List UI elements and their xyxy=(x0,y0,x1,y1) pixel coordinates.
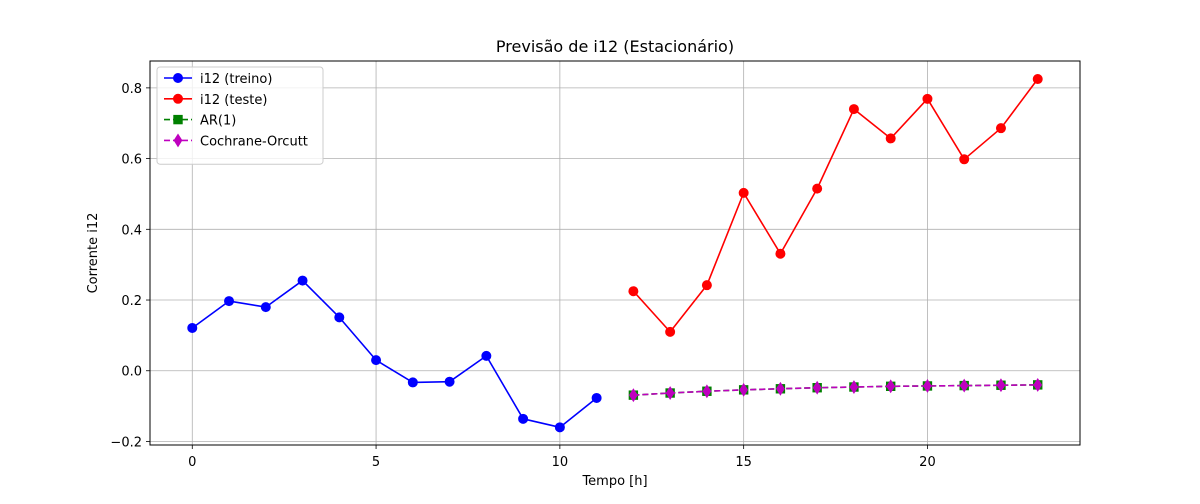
series-3 xyxy=(628,377,1043,403)
x-tick-label: 5 xyxy=(372,455,380,470)
data-point xyxy=(738,187,749,198)
series-line xyxy=(633,384,1038,396)
data-point xyxy=(297,275,308,286)
x-tick-label: 0 xyxy=(188,455,196,470)
legend-item: AR(1) xyxy=(164,114,236,129)
data-point xyxy=(444,376,455,387)
y-tick-label: 0.0 xyxy=(121,365,142,380)
data-point xyxy=(407,377,418,388)
legend-label: AR(1) xyxy=(200,114,236,129)
y-tick-label: 0.2 xyxy=(121,294,142,309)
data-point xyxy=(886,379,896,394)
data-point xyxy=(849,380,859,394)
data-point xyxy=(665,326,676,337)
data-point xyxy=(628,388,638,403)
data-point xyxy=(187,322,198,333)
data-point xyxy=(959,378,969,393)
plot-frame xyxy=(149,60,1081,446)
axis-ticks: 0 5 10 15 20 −0.2 0.0 0.2 0.4 0.6 0.8 xyxy=(110,82,935,470)
legend-swatch-marker xyxy=(173,73,183,83)
series-1 xyxy=(628,74,1043,337)
data-point xyxy=(1033,377,1043,392)
legend-item: i12 (teste) xyxy=(164,93,267,108)
legend: i12 (treino) i12 (teste) AR(1) Cochrane-Orc… xyxy=(156,66,324,165)
data-point xyxy=(1032,74,1043,85)
data-point xyxy=(665,386,675,400)
data-point xyxy=(481,350,492,361)
data-point xyxy=(591,392,602,403)
data-point xyxy=(334,312,345,323)
series-0 xyxy=(187,275,602,433)
series-line xyxy=(632,78,1039,333)
legend-label: i12 (teste) xyxy=(200,93,267,108)
legend-swatch-marker xyxy=(173,93,183,104)
y-tick-label: −0.2 xyxy=(110,435,142,450)
data-point xyxy=(812,183,823,194)
data-point xyxy=(518,413,529,424)
data-point xyxy=(922,93,933,104)
x-tick-label: 15 xyxy=(735,455,752,470)
data-point xyxy=(885,133,896,144)
y-tick-label: 0.8 xyxy=(121,82,142,97)
legend-item: Cochrane-Orcutt xyxy=(164,133,308,149)
data-point xyxy=(812,380,822,395)
data-point xyxy=(923,379,932,393)
data-point xyxy=(701,280,712,291)
data-point xyxy=(702,384,712,399)
x-tick-label: 10 xyxy=(552,455,569,470)
data-point xyxy=(776,381,785,396)
chart-title: Previsão de i12 (Estacionário) xyxy=(496,37,734,56)
data-point xyxy=(260,302,271,313)
data-point xyxy=(224,296,235,307)
x-tick-label: 20 xyxy=(919,455,936,470)
legend-label: i12 (treino) xyxy=(200,72,272,87)
legend-swatch-marker xyxy=(173,133,183,148)
data-point xyxy=(959,154,970,165)
legend-box xyxy=(156,66,324,165)
data-point xyxy=(554,422,565,433)
data-point xyxy=(628,286,639,297)
data-point xyxy=(995,123,1006,134)
y-tick-label: 0.4 xyxy=(121,223,142,238)
data-point xyxy=(848,104,859,115)
legend-label: Cochrane-Orcutt xyxy=(200,134,308,149)
data-point xyxy=(739,382,749,397)
legend-swatch-marker xyxy=(173,114,183,125)
series-group xyxy=(187,74,1043,433)
series-line xyxy=(191,279,598,429)
data-point xyxy=(371,355,382,366)
legend-item: i12 (treino) xyxy=(164,72,272,87)
y-tick-label: 0.6 xyxy=(121,153,142,168)
data-point xyxy=(775,248,786,259)
data-point xyxy=(996,378,1006,393)
x-axis-label: Tempo [h] xyxy=(581,474,647,489)
y-axis-label: Corrente i12 xyxy=(86,213,101,294)
